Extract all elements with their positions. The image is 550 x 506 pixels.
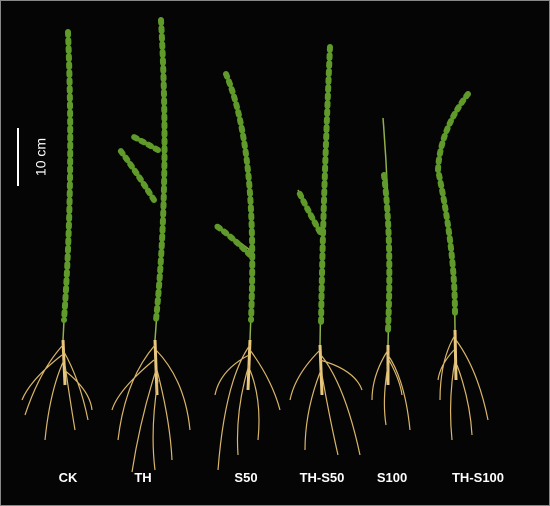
root: [61, 339, 67, 386]
plant-label: TH-S100: [452, 470, 504, 485]
leaves: [117, 17, 168, 323]
plant-label: S100: [377, 470, 407, 485]
roots: [21, 344, 93, 441]
leaves: [434, 91, 471, 318]
plant-label: TH-S50: [300, 470, 345, 485]
plant-label: CK: [59, 470, 78, 485]
root: [453, 329, 458, 381]
roots: [111, 344, 191, 473]
plant-label: S50: [234, 470, 257, 485]
roots: [371, 349, 411, 431]
leaves: [61, 29, 74, 323]
roots: [289, 349, 363, 456]
leaves: [295, 44, 333, 328]
scale-label: 10 cm: [33, 138, 49, 176]
roots: [214, 344, 281, 471]
plant-label: TH: [134, 470, 151, 485]
roots: [437, 334, 489, 441]
leaves: [212, 71, 256, 323]
leaves: [381, 172, 393, 333]
